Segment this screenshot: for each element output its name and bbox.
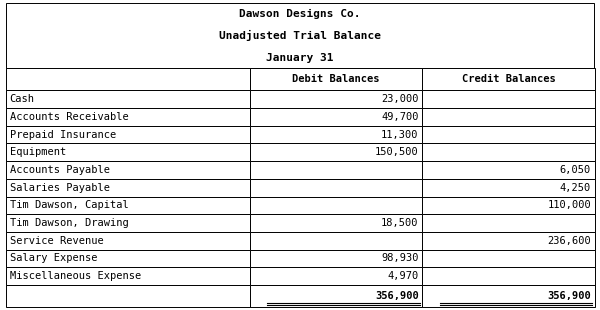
Bar	[6, 108, 250, 126]
Text: Prepaid Insurance: Prepaid Insurance	[10, 130, 116, 140]
Bar	[422, 214, 595, 232]
Bar	[422, 179, 595, 197]
Text: Equipment: Equipment	[10, 147, 66, 157]
Bar	[250, 144, 422, 161]
Text: 98,930: 98,930	[381, 254, 419, 264]
Bar	[250, 108, 422, 126]
Text: Tim Dawson, Capital: Tim Dawson, Capital	[10, 200, 128, 210]
Bar	[250, 285, 422, 307]
Text: 23,000: 23,000	[381, 94, 419, 104]
Text: 18,500: 18,500	[381, 218, 419, 228]
Bar	[422, 285, 595, 307]
Bar	[6, 3, 594, 69]
Text: Tim Dawson, Drawing: Tim Dawson, Drawing	[10, 218, 128, 228]
Bar	[422, 267, 595, 285]
Text: 4,250: 4,250	[560, 183, 591, 193]
Text: 236,600: 236,600	[547, 236, 591, 246]
Text: Salaries Payable: Salaries Payable	[10, 183, 110, 193]
Bar	[6, 90, 250, 108]
Bar	[250, 69, 422, 90]
Bar	[250, 267, 422, 285]
Bar	[422, 108, 595, 126]
Bar	[6, 250, 250, 267]
Text: 150,500: 150,500	[375, 147, 419, 157]
Text: 6,050: 6,050	[560, 165, 591, 175]
Text: 110,000: 110,000	[547, 200, 591, 210]
Bar	[250, 179, 422, 197]
Text: Credit Balances: Credit Balances	[461, 74, 556, 84]
Text: Debit Balances: Debit Balances	[292, 74, 380, 84]
Text: 356,900: 356,900	[375, 291, 419, 301]
Bar	[6, 232, 250, 250]
Bar	[422, 126, 595, 144]
Bar	[6, 179, 250, 197]
Bar	[6, 144, 250, 161]
Bar	[6, 267, 250, 285]
Bar	[6, 285, 250, 307]
Text: 49,700: 49,700	[381, 112, 419, 122]
Bar	[422, 250, 595, 267]
Text: Salary Expense: Salary Expense	[10, 254, 97, 264]
Bar	[250, 250, 422, 267]
Bar	[250, 126, 422, 144]
Bar	[6, 69, 250, 90]
Text: Accounts Receivable: Accounts Receivable	[10, 112, 128, 122]
Bar	[250, 197, 422, 214]
Text: 4,970: 4,970	[388, 271, 419, 281]
Text: Unadjusted Trial Balance: Unadjusted Trial Balance	[219, 30, 381, 41]
Text: Cash: Cash	[10, 94, 35, 104]
Bar	[422, 69, 595, 90]
Bar	[6, 126, 250, 144]
Bar	[6, 161, 250, 179]
Bar	[422, 161, 595, 179]
Text: Dawson Designs Co.: Dawson Designs Co.	[239, 9, 361, 19]
Bar	[6, 214, 250, 232]
Bar	[422, 232, 595, 250]
Bar	[250, 90, 422, 108]
Bar	[6, 197, 250, 214]
Bar	[250, 232, 422, 250]
Bar	[422, 197, 595, 214]
Text: 11,300: 11,300	[381, 130, 419, 140]
Text: Miscellaneous Expense: Miscellaneous Expense	[10, 271, 141, 281]
Text: 356,900: 356,900	[547, 291, 591, 301]
Bar	[250, 161, 422, 179]
Text: Service Revenue: Service Revenue	[10, 236, 103, 246]
Bar	[250, 214, 422, 232]
Text: January 31: January 31	[266, 52, 334, 63]
Text: Accounts Payable: Accounts Payable	[10, 165, 110, 175]
Bar	[422, 144, 595, 161]
Bar	[422, 90, 595, 108]
